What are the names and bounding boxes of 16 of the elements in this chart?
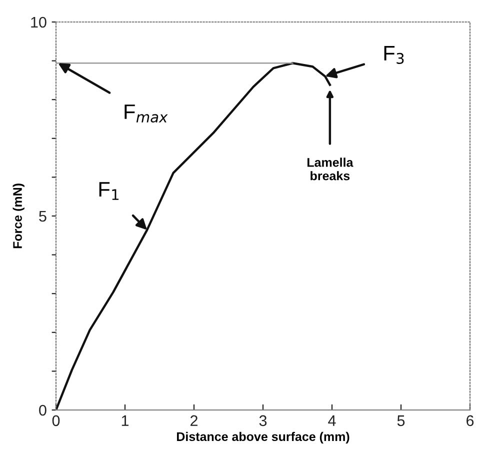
annotation: Lamella breaks (307, 158, 354, 180)
y-axis-title: Force (mN) (12, 184, 24, 248)
annotation: F$_{1}$ (99, 182, 119, 200)
y-tick-label: 10 (31, 16, 46, 28)
x-tick-label: 1 (122, 415, 129, 426)
x-tick-label: 6 (466, 415, 474, 426)
x-tick-label: 4 (328, 415, 336, 426)
x-tick-label: 3 (259, 415, 267, 426)
x-axis-title: Distance above surface (mm) (177, 432, 350, 444)
x-tick-label: 5 (397, 415, 405, 426)
x-tick-label: 2 (190, 415, 198, 426)
annotation: F$_{max}$ (124, 104, 168, 123)
x-tick-label: 0 (52, 415, 60, 426)
annotation: F$_{3}$ (384, 46, 404, 64)
y-tick-label: 5 (39, 211, 46, 222)
y-tick-label: 0 (39, 404, 46, 416)
